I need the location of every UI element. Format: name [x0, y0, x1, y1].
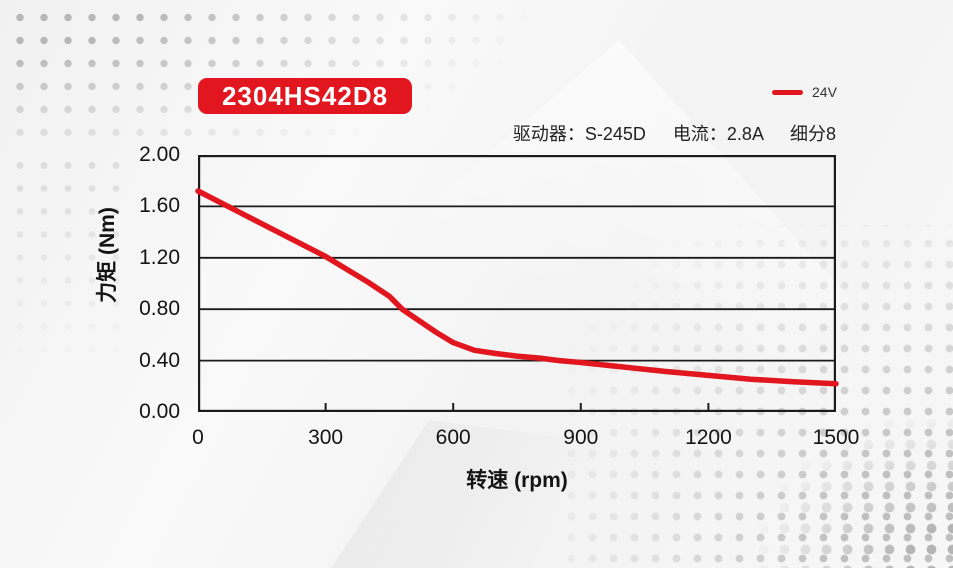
x-axis-title: 转速 (rpm) [466, 469, 568, 492]
y-tick-label: 1.20 [139, 245, 180, 269]
chart-legend: 24V [772, 84, 837, 100]
x-tick-label: 1200 [685, 426, 732, 449]
driver-model-text: 驱动器：S-245D [512, 124, 646, 144]
model-badge-label: 2304HS42D8 [221, 80, 389, 111]
legend-series-label: 24V [812, 84, 837, 100]
driver-current-text: 电流：2.8A [672, 124, 763, 144]
x-tick-label: 0 [192, 426, 204, 449]
legend-line-swatch [772, 89, 803, 95]
x-tick-label: 600 [435, 426, 471, 449]
y-tick-label: 0.00 [139, 400, 180, 423]
plot-canvas [195, 155, 839, 413]
y-tick-label: 1.60 [139, 194, 180, 218]
driver-microstep-text: 细分8 [789, 124, 836, 144]
y-tick-label: 2.00 [139, 143, 180, 166]
torque-curve-24V [195, 188, 839, 387]
y-tick-label: 0.40 [139, 348, 180, 372]
x-tick-label: 900 [563, 426, 599, 449]
torque-speed-plot [195, 155, 839, 413]
y-tick-label: 0.80 [139, 297, 180, 321]
plot-border [198, 155, 836, 413]
x-tick-label: 300 [308, 426, 344, 449]
x-tick-label: 1500 [812, 426, 860, 449]
driver-info-row: 驱动器：S-245D 电流：2.8A 细分8 [513, 120, 836, 146]
model-badge: 2304HS42D8 [198, 78, 412, 114]
halftone-dots-top-left [0, 0, 540, 152]
